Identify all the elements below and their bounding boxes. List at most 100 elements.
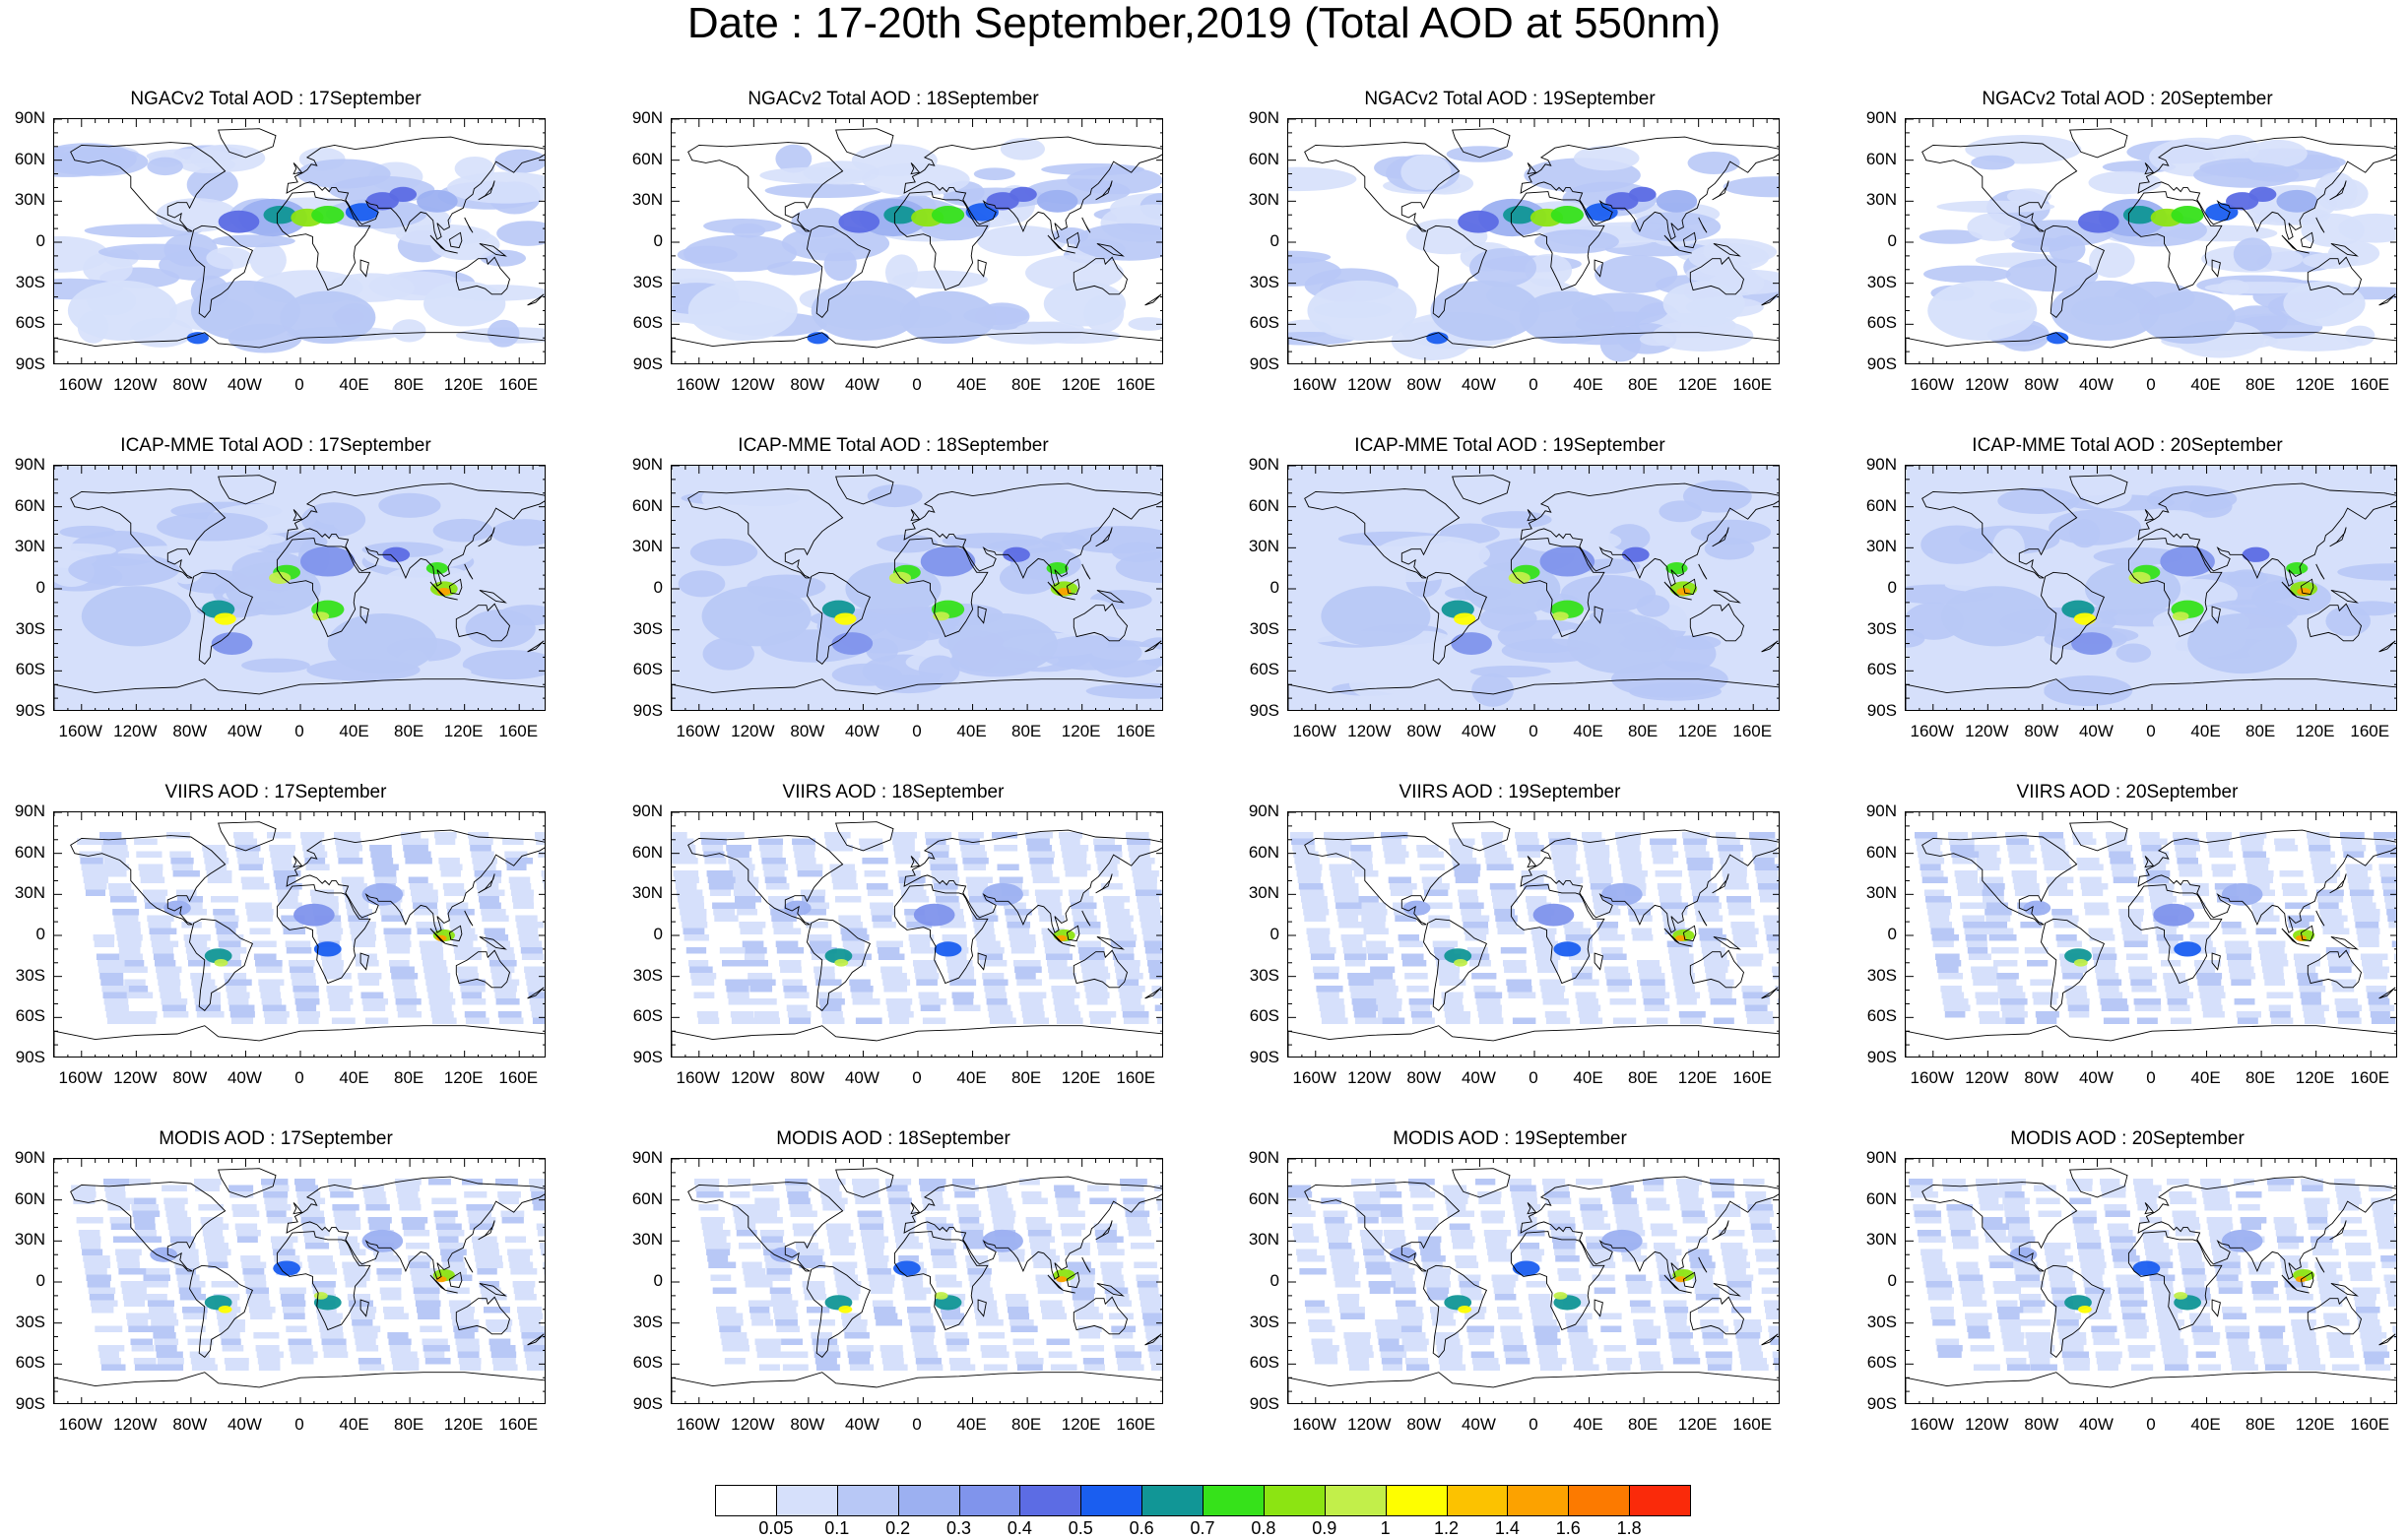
swath-cell [469,838,493,845]
swath-cell [830,1249,855,1255]
swath-cell [1978,1011,2000,1018]
swath-cell [727,851,749,858]
swath-cell [1555,876,1584,883]
map-plot-area [1287,811,1780,1058]
swath-cell [963,864,986,870]
swath-cell [757,1217,783,1224]
field-blob [487,319,520,348]
swath-cell [1749,832,1776,839]
lat-tick-label: 60S [1866,1006,1897,1026]
swath-cell [1965,934,1987,941]
swath-cell [859,1223,884,1230]
swath-cell [764,876,787,883]
swath-cell [1554,870,1577,877]
swath-cell [2319,909,2342,916]
swath-cell [749,986,773,993]
swath-cell [1386,1243,1411,1250]
swath-cell [395,998,422,1005]
swath-cell [1966,940,1987,947]
swath-cell [1921,876,1948,883]
swath-cell [1971,966,1998,973]
swath-cell [174,1261,200,1268]
swath-cell [2224,940,2249,947]
swath-cell [216,928,236,934]
swath-cell [1917,845,1941,852]
swath-cell [859,838,883,845]
swath-cell [1566,940,1593,947]
swath-cell [756,1210,778,1217]
swath-cell [129,1011,158,1018]
swath-cell [176,1274,200,1281]
aod-hotspot [218,210,260,233]
swath-cell [1321,1017,1348,1024]
swath-cell [1068,889,1090,896]
swath-cell [1698,928,1723,934]
swath-cell [1139,1300,1162,1307]
swath-cell [1475,1179,1496,1186]
field-blob [2005,258,2099,292]
swath-cell [1114,960,1140,967]
swath-cell [876,1319,902,1326]
field-blob [59,525,116,539]
lon-tick-label: 40E [956,1068,987,1087]
swath-cell [1304,915,1327,922]
swath-cell [694,1179,720,1186]
aod-hotspot [2286,562,2309,575]
lat-tick-label: 30N [631,190,663,210]
swath-cell [72,1191,97,1198]
lon-tick-label: 0 [1529,1068,1538,1087]
swath-cell [334,832,360,839]
swath-cell [1036,1281,1062,1288]
swath-cell [473,864,496,870]
swath-cell [370,851,392,858]
swath-cell [191,1364,218,1371]
swath-cell [1763,915,1779,922]
swath-cell [1331,876,1355,883]
swath-cell [1699,934,1726,941]
swath-cell [718,1319,744,1326]
lon-tick-label: 160E [2350,1068,2390,1087]
swath-cell [919,1179,946,1186]
field-blob [1288,577,1374,593]
swath-cell [1021,1011,1045,1018]
swath-cell [1485,858,1512,865]
lon-tick-label: 80W [790,1415,825,1434]
swath-cell [943,1319,964,1326]
swath-cell [381,915,404,922]
swath-cell [2343,851,2365,858]
swath-cell [1589,876,1613,883]
lon-tick-label: 80E [1010,375,1042,394]
swath-cell [811,1332,832,1339]
lat-tick-label: 90S [15,701,45,720]
land-outline [2300,578,2314,596]
swath-cell [855,1017,882,1024]
land-outline [1063,1289,1075,1294]
swath-cell [417,1307,440,1314]
swath-cell [1532,940,1558,947]
swath-cell [1471,1358,1499,1365]
lon-tick-label: 80E [1010,722,1042,740]
swath-cell [512,1281,536,1288]
swath-cell [931,1249,954,1255]
swath-cell [234,1223,258,1230]
swath-cell [1038,909,1063,916]
swath-cell [100,838,127,845]
swath-cell [347,909,373,916]
swath-cell [360,992,384,998]
swath-cell [450,928,476,934]
swath-cell [1423,889,1449,896]
swath-cell [2150,896,2177,903]
aod-hotspot [417,189,458,213]
swath-cell [1750,838,1778,845]
swath-cell [1542,998,1569,1005]
land-outline [1047,234,1064,251]
swath-cell [153,1332,176,1339]
swath-cell [448,1300,472,1307]
field-blob [54,147,149,176]
swath-cell [1399,1325,1422,1332]
swath-cell [672,832,687,839]
swath-cell [2212,870,2234,877]
swath-cell [351,1313,375,1319]
swath-cell [926,1223,954,1230]
swath-cell [264,1197,288,1204]
